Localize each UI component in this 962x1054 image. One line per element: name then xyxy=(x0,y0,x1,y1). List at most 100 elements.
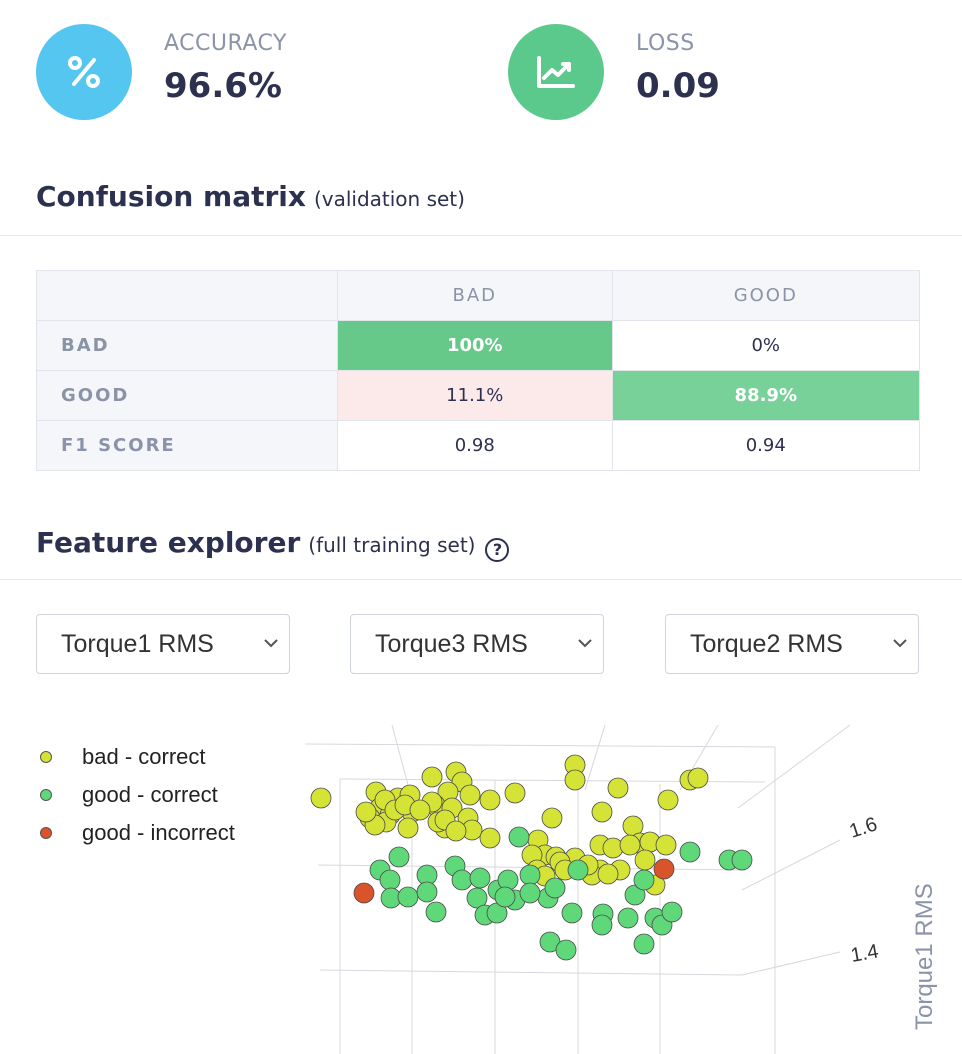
legend-marker xyxy=(40,751,52,763)
scatter-point[interactable] xyxy=(633,933,655,955)
scatter-point[interactable] xyxy=(508,826,530,848)
scatter-point[interactable] xyxy=(544,877,566,899)
feature-scatter-plot[interactable]: 1.6 1.4 Torque1 RMS xyxy=(0,690,962,1054)
cell-bad-good: 0% xyxy=(611,320,921,371)
x-axis-select[interactable]: Torque1 RMS xyxy=(36,614,290,674)
scatter-point[interactable] xyxy=(497,869,519,891)
scatter-point[interactable] xyxy=(519,882,541,904)
cell-f1-good: 0.94 xyxy=(611,420,921,471)
scatter-point[interactable] xyxy=(494,886,516,908)
scatter-point[interactable] xyxy=(731,849,753,871)
confusion-matrix-title: Confusion matrix xyxy=(36,180,306,213)
scatter-point[interactable] xyxy=(425,901,447,923)
scatter-point[interactable] xyxy=(541,807,563,829)
scatter-point[interactable] xyxy=(451,869,473,891)
feature-explorer-title: Feature explorer xyxy=(36,526,301,559)
scatter-point[interactable] xyxy=(519,864,541,886)
feature-explorer-subtitle: (full training set) xyxy=(308,533,476,557)
z-tick-label: 1.4 xyxy=(849,940,880,966)
legend-item-good-correct[interactable]: good - correct xyxy=(40,776,235,814)
loss-value: 0.09 xyxy=(636,65,720,106)
scatter-point[interactable] xyxy=(607,777,629,799)
accuracy-value: 96.6% xyxy=(164,65,282,106)
chevron-down-icon xyxy=(893,639,907,648)
scatter-point[interactable] xyxy=(421,766,443,788)
column-header-bad: BAD xyxy=(337,270,613,321)
legend-label: good - incorrect xyxy=(82,820,235,845)
scatter-point[interactable] xyxy=(397,817,419,839)
scatter-point[interactable] xyxy=(469,867,491,889)
y-axis-select[interactable]: Torque3 RMS xyxy=(350,614,604,674)
chevron-down-icon xyxy=(264,639,278,648)
column-header-good: GOOD xyxy=(611,270,921,321)
x-axis-select-value: Torque1 RMS xyxy=(61,629,214,658)
scatter-point[interactable] xyxy=(397,886,419,908)
cell-bad-bad: 100% xyxy=(337,320,613,371)
scatter-point[interactable] xyxy=(416,881,438,903)
scatter-point[interactable] xyxy=(561,902,583,924)
scatter-point[interactable] xyxy=(655,834,677,856)
scatter-point[interactable] xyxy=(310,787,332,809)
cell-good-good: 88.9% xyxy=(611,370,921,421)
y-axis-select-value: Torque3 RMS xyxy=(375,629,528,658)
scatter-point[interactable] xyxy=(661,901,683,923)
divider xyxy=(0,579,962,580)
z-tick-label: 1.6 xyxy=(847,813,880,843)
scatter-point[interactable] xyxy=(634,849,656,871)
scatter-point[interactable] xyxy=(633,869,655,891)
scatter-point[interactable] xyxy=(687,767,709,789)
table-corner xyxy=(36,270,338,321)
scatter-point[interactable] xyxy=(504,782,526,804)
scatter-point[interactable] xyxy=(591,801,613,823)
scatter-point[interactable] xyxy=(379,869,401,891)
scatter-points xyxy=(310,754,753,961)
scatter-point[interactable] xyxy=(653,858,675,880)
legend-marker xyxy=(40,827,52,839)
legend-label: good - correct xyxy=(82,782,218,807)
legend-item-bad-correct[interactable]: bad - correct xyxy=(40,738,235,776)
cell-f1-bad: 0.98 xyxy=(337,420,613,471)
scatter-point[interactable] xyxy=(564,769,586,791)
confusion-matrix-subtitle: (validation set) xyxy=(313,187,465,211)
row-header-bad: BAD xyxy=(36,320,338,371)
confusion-matrix-table: BAD GOOD BAD 100% 0% GOOD 11.1% 88.9% F1… xyxy=(36,270,921,471)
question-circle-icon[interactable]: ? xyxy=(485,537,510,562)
scatter-point[interactable] xyxy=(479,827,501,849)
z-axis-select[interactable]: Torque2 RMS xyxy=(665,614,919,674)
legend-item-good-incorrect[interactable]: good - incorrect xyxy=(40,814,235,852)
scatter-point[interactable] xyxy=(657,789,679,811)
scatter-point[interactable] xyxy=(445,820,467,842)
scatter-point[interactable] xyxy=(591,914,613,936)
trend-chart-icon xyxy=(508,24,604,120)
scatter-point[interactable] xyxy=(466,887,488,909)
scatter-point[interactable] xyxy=(459,784,481,806)
scatter-point[interactable] xyxy=(409,799,431,821)
scatter-point[interactable] xyxy=(679,841,701,863)
scatter-point[interactable] xyxy=(617,907,639,929)
loss-metric: LOSS 0.09 xyxy=(508,24,720,120)
accuracy-label: ACCURACY xyxy=(164,30,287,56)
row-header-f1: F1 SCORE xyxy=(36,420,338,471)
confusion-matrix-heading: Confusion matrix (validation set) xyxy=(36,180,465,213)
scatter-point[interactable] xyxy=(353,882,375,904)
scatter-point[interactable] xyxy=(619,834,641,856)
scatter-point[interactable] xyxy=(355,801,377,823)
cell-good-bad: 11.1% xyxy=(337,370,613,421)
scatter-point[interactable] xyxy=(479,789,501,811)
loss-label: LOSS xyxy=(636,30,695,56)
chevron-down-icon xyxy=(578,639,592,648)
z-axis-select-value: Torque2 RMS xyxy=(690,629,843,658)
scatter-point[interactable] xyxy=(555,939,577,961)
row-header-good: GOOD xyxy=(36,370,338,421)
scatter-point[interactable] xyxy=(602,837,624,859)
scatter-point[interactable] xyxy=(388,846,410,868)
scatter-point[interactable] xyxy=(597,863,619,885)
accuracy-metric: ACCURACY 96.6% xyxy=(36,24,287,120)
divider xyxy=(0,235,962,236)
legend-marker xyxy=(40,789,52,801)
scatter-legend: bad - correct good - correct good - inco… xyxy=(40,738,235,852)
scatter-point[interactable] xyxy=(567,859,589,881)
z-axis-title: Torque1 RMS xyxy=(911,883,938,1030)
legend-label: bad - correct xyxy=(82,744,206,769)
percent-icon xyxy=(36,24,132,120)
